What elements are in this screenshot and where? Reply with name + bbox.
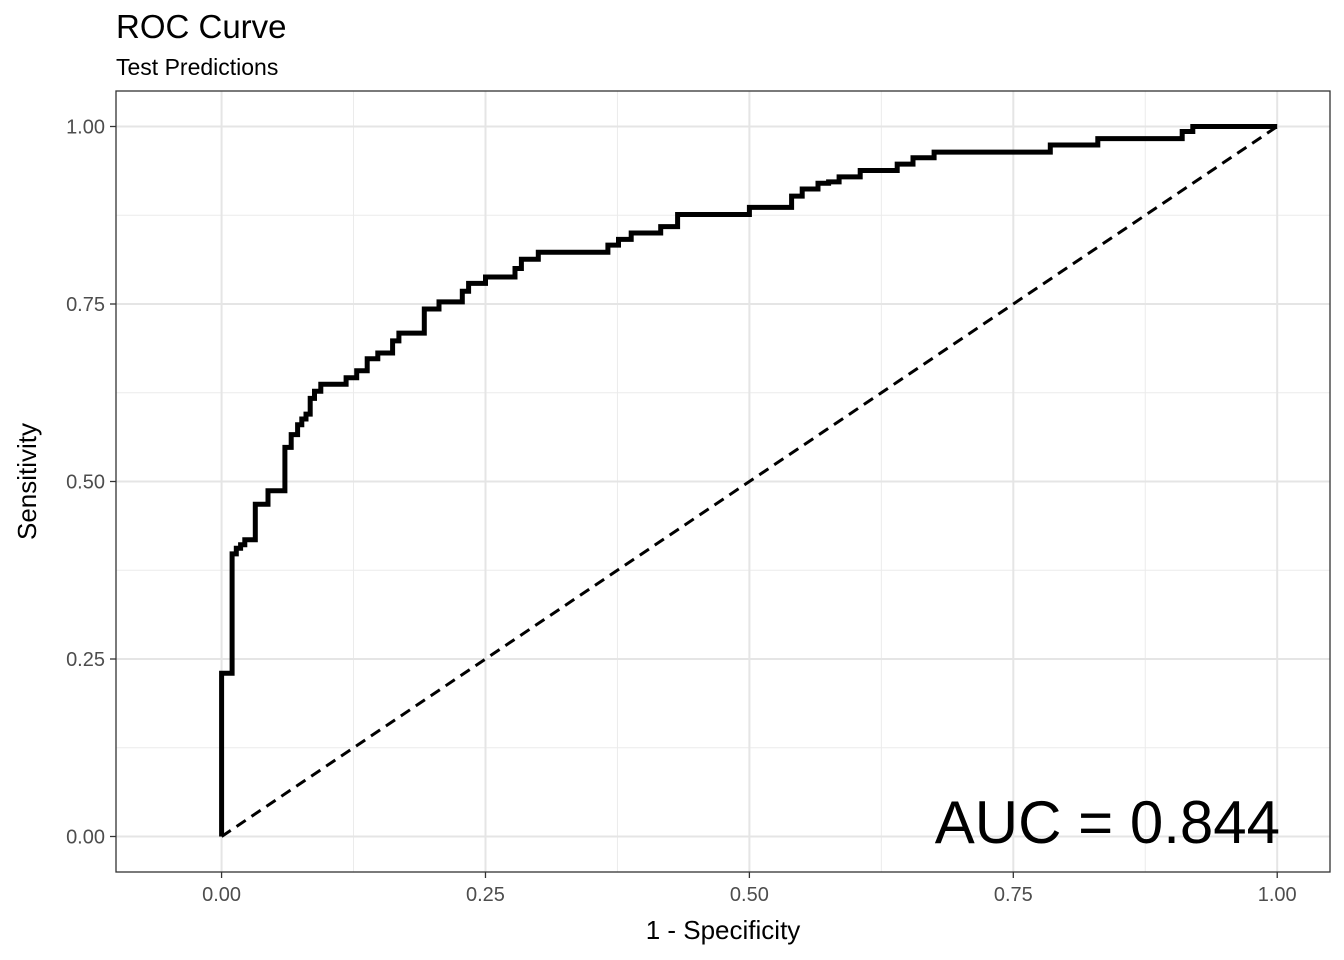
y-axis-title: Sensitivity	[12, 423, 42, 540]
y-tick-label-0: 0.00	[66, 827, 105, 849]
y-tick-label-1: 0.25	[66, 649, 105, 671]
x-tick-label-3: 0.75	[994, 884, 1033, 906]
roc-curve-line	[219, 124, 1278, 837]
y-axis: 0.00 0.25 0.50 0.75 1.00	[66, 117, 116, 849]
x-tick-label-0: 0.00	[202, 884, 241, 906]
major-gridlines	[116, 91, 1330, 872]
y-tick-label-3: 0.75	[66, 294, 105, 316]
x-axis: 0.00 0.25 0.50 0.75 1.00	[202, 872, 1297, 906]
chart-title: ROC Curve	[116, 8, 287, 45]
chart-subtitle: Test Predictions	[116, 54, 279, 80]
y-tick-label-4: 1.00	[66, 117, 105, 139]
x-tick-label-2: 0.50	[730, 884, 769, 906]
x-tick-label-4: 1.00	[1258, 884, 1297, 906]
series-layer	[219, 124, 1279, 838]
chance-diagonal-line	[220, 125, 1279, 838]
auc-annotation: AUC = 0.844	[935, 789, 1280, 856]
y-tick-label-2: 0.50	[66, 472, 105, 494]
x-tick-label-1: 0.25	[466, 884, 505, 906]
x-axis-title: 1 - Specificity	[646, 915, 801, 945]
